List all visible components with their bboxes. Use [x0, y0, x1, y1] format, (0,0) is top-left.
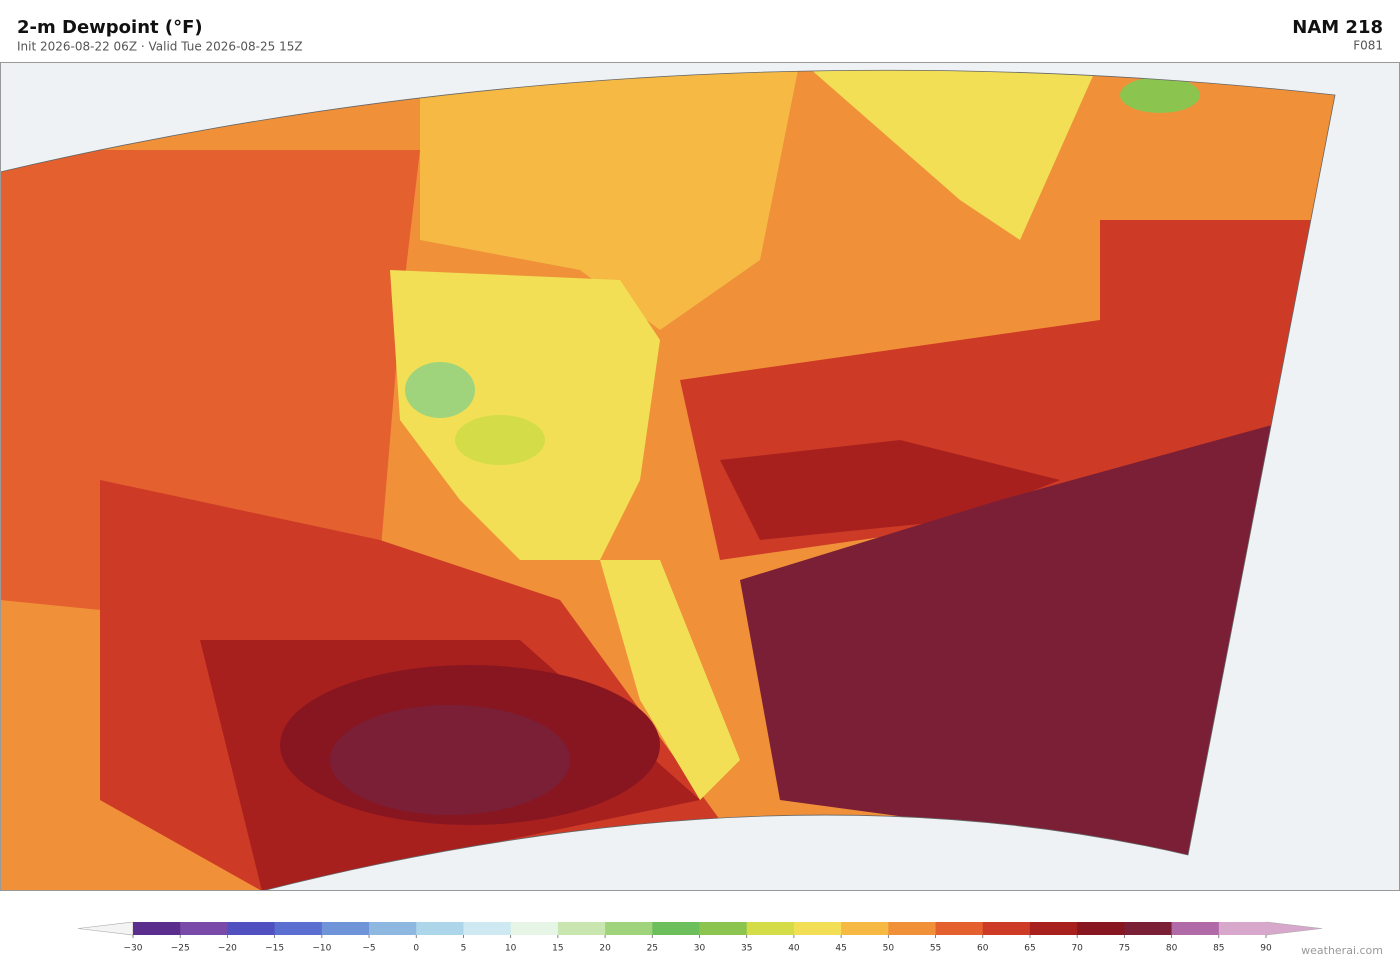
colorbar-over	[1265, 921, 1323, 936]
colorbar-tick-label: 55	[930, 944, 941, 954]
colorbar-band	[699, 922, 748, 935]
field-region	[600, 560, 740, 800]
colorbar-band	[510, 922, 559, 935]
field-region	[1120, 77, 1200, 113]
field-region	[740, 420, 1290, 855]
colorbar-band	[652, 922, 700, 935]
forecast-hour: F081	[1353, 39, 1383, 53]
colorbar-tick-label: 80	[1166, 944, 1178, 954]
colorbar-band	[1218, 922, 1267, 935]
colorbar-tick-label: −5	[362, 944, 375, 954]
colorbar-band	[416, 922, 464, 935]
colorbar-tick-label: −10	[312, 944, 331, 954]
field-region	[330, 705, 570, 815]
colorbar-tick-label: 25	[647, 944, 658, 954]
colorbar-tick-label: 65	[1024, 944, 1035, 954]
colorbar-band	[557, 922, 606, 935]
title: 2-m Dewpoint (°F)	[17, 17, 203, 38]
colorbar-band	[133, 922, 181, 935]
colorbar-tick-label: 5	[461, 944, 467, 954]
domain-edge	[0, 69, 1336, 891]
colorbar-tick-label: 45	[835, 944, 846, 954]
colorbar-band	[793, 922, 842, 935]
colorbar-tick-label: 15	[552, 944, 563, 954]
colorbar-tick-label: 75	[1119, 944, 1130, 954]
field-region	[720, 440, 1060, 540]
credit: weatherai.com	[1301, 944, 1383, 957]
dewpoint-field	[0, 70, 1335, 891]
colorbar-band	[841, 922, 889, 935]
colorbar-band	[746, 922, 795, 935]
colorbar-tick-label: −25	[171, 944, 190, 954]
colorbar-band	[935, 922, 984, 935]
model-label: NAM 218	[1292, 17, 1383, 38]
colorbar-band	[1124, 922, 1173, 935]
field-region	[455, 415, 545, 465]
colorbar-band	[1077, 922, 1125, 935]
field-region	[405, 362, 475, 418]
map	[0, 62, 1400, 891]
colorbar-band	[180, 922, 228, 935]
colorbar-tick-label: 85	[1213, 944, 1224, 954]
colorbar-tick-label: −15	[265, 944, 284, 954]
colorbar-tick-label: 30	[694, 944, 706, 954]
colorbar-tick-label: −20	[218, 944, 237, 954]
field-region	[390, 270, 660, 560]
colorbar-band	[605, 922, 653, 935]
colorbar-band	[321, 922, 370, 935]
colorbar-band	[227, 922, 276, 935]
colorbar-tick-label: −30	[124, 944, 143, 954]
colorbar-tick-label: 50	[883, 944, 895, 954]
colorbar-tick-label: 0	[413, 944, 419, 954]
colorbar-band	[1029, 922, 1078, 935]
colorbar-tick-label: 20	[599, 944, 611, 954]
colorbar-under	[77, 921, 134, 936]
colorbar-tick-label: 40	[788, 944, 800, 954]
field-region	[1100, 220, 1330, 340]
colorbar: −30 −25 −20 −15 −10 −5 0 5 10 15 20 25 30 35 40 45 50 55 6…	[77, 921, 1323, 954]
field-region	[800, 70, 1100, 240]
colorbar-tick-label: 70	[1071, 944, 1083, 954]
colorbar-band	[1171, 922, 1220, 935]
colorbar-tick-label: 60	[977, 944, 989, 954]
colorbar-band	[463, 922, 512, 935]
colorbar-band	[888, 922, 937, 935]
field-region	[420, 70, 800, 330]
colorbar-tick-label: 90	[1260, 944, 1272, 954]
colorbar-tick-label: 10	[505, 944, 517, 954]
colorbar-tick-label: 35	[741, 944, 752, 954]
colorbar-band	[274, 922, 323, 935]
colorbar-band	[369, 922, 417, 935]
subtitle: Init 2026-08-22 06Z · Valid Tue 2026-08-…	[17, 40, 303, 54]
colorbar-band	[982, 922, 1031, 935]
